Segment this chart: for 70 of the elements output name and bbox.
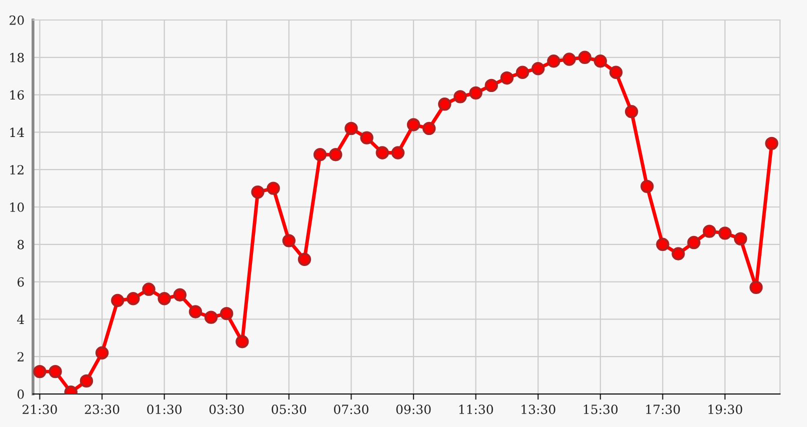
point — [687, 236, 700, 250]
point — [718, 226, 732, 240]
point — [624, 105, 638, 118]
x-tick-label: 05:30 — [272, 404, 306, 414]
point — [376, 146, 389, 160]
point — [344, 122, 358, 136]
point — [266, 182, 280, 195]
x-tick-label: 23:30 — [84, 404, 120, 414]
point — [750, 280, 763, 294]
y-tick-label: 18 — [10, 52, 24, 62]
point — [656, 238, 670, 251]
point — [204, 310, 218, 324]
point — [236, 335, 249, 348]
y-tick-label: 4 — [17, 314, 24, 324]
point — [111, 294, 124, 308]
point — [126, 292, 140, 306]
x-tick-label: 07:30 — [334, 404, 368, 414]
y-tick-label: 12 — [10, 165, 24, 174]
point — [765, 136, 778, 150]
point — [484, 78, 498, 92]
point — [594, 54, 607, 68]
y-tick-label: 14 — [10, 128, 24, 137]
point — [329, 148, 342, 162]
point — [391, 146, 405, 160]
point — [298, 252, 312, 266]
point — [454, 90, 467, 104]
point — [578, 50, 592, 64]
y-tick-label: 8 — [18, 240, 24, 250]
point — [251, 185, 264, 199]
point — [95, 346, 109, 360]
x-tick-label: 11:30 — [459, 404, 493, 414]
point — [188, 305, 202, 318]
point — [313, 148, 327, 162]
point — [142, 282, 156, 296]
point — [547, 54, 560, 68]
x-tick-label: 01:30 — [147, 404, 182, 414]
point — [702, 224, 716, 238]
x-tick-label: 03:30 — [209, 404, 244, 414]
y-tick-label: 10 — [10, 202, 24, 212]
point — [500, 71, 514, 85]
y-tick-label: 2 — [18, 352, 24, 362]
point — [80, 374, 94, 388]
y-tick-label: 6 — [18, 277, 24, 287]
point — [734, 232, 748, 246]
point — [33, 364, 46, 378]
x-tick-label: 13:30 — [522, 404, 556, 414]
point — [173, 288, 187, 302]
y-tick-label: 0 — [18, 389, 24, 399]
point — [360, 131, 374, 144]
point — [609, 66, 623, 79]
point — [220, 306, 234, 320]
point — [406, 118, 420, 132]
point — [438, 98, 452, 111]
y-tick-label: 20 — [10, 15, 24, 25]
point — [422, 122, 436, 136]
point — [282, 234, 296, 248]
x-tick-label: 21:30 — [22, 404, 57, 414]
point — [531, 62, 545, 76]
point — [469, 86, 482, 100]
x-tick-label: 15:30 — [584, 404, 618, 414]
point — [640, 180, 654, 194]
point — [48, 364, 62, 378]
x-tick-label: 17:30 — [646, 404, 680, 414]
point — [158, 292, 171, 306]
y-tick-label: 16 — [10, 90, 24, 100]
x-tick-label: 19:30 — [708, 404, 742, 414]
x-tick-label: 09:30 — [396, 404, 431, 414]
point — [562, 52, 576, 66]
point — [672, 247, 685, 260]
point — [516, 66, 530, 79]
